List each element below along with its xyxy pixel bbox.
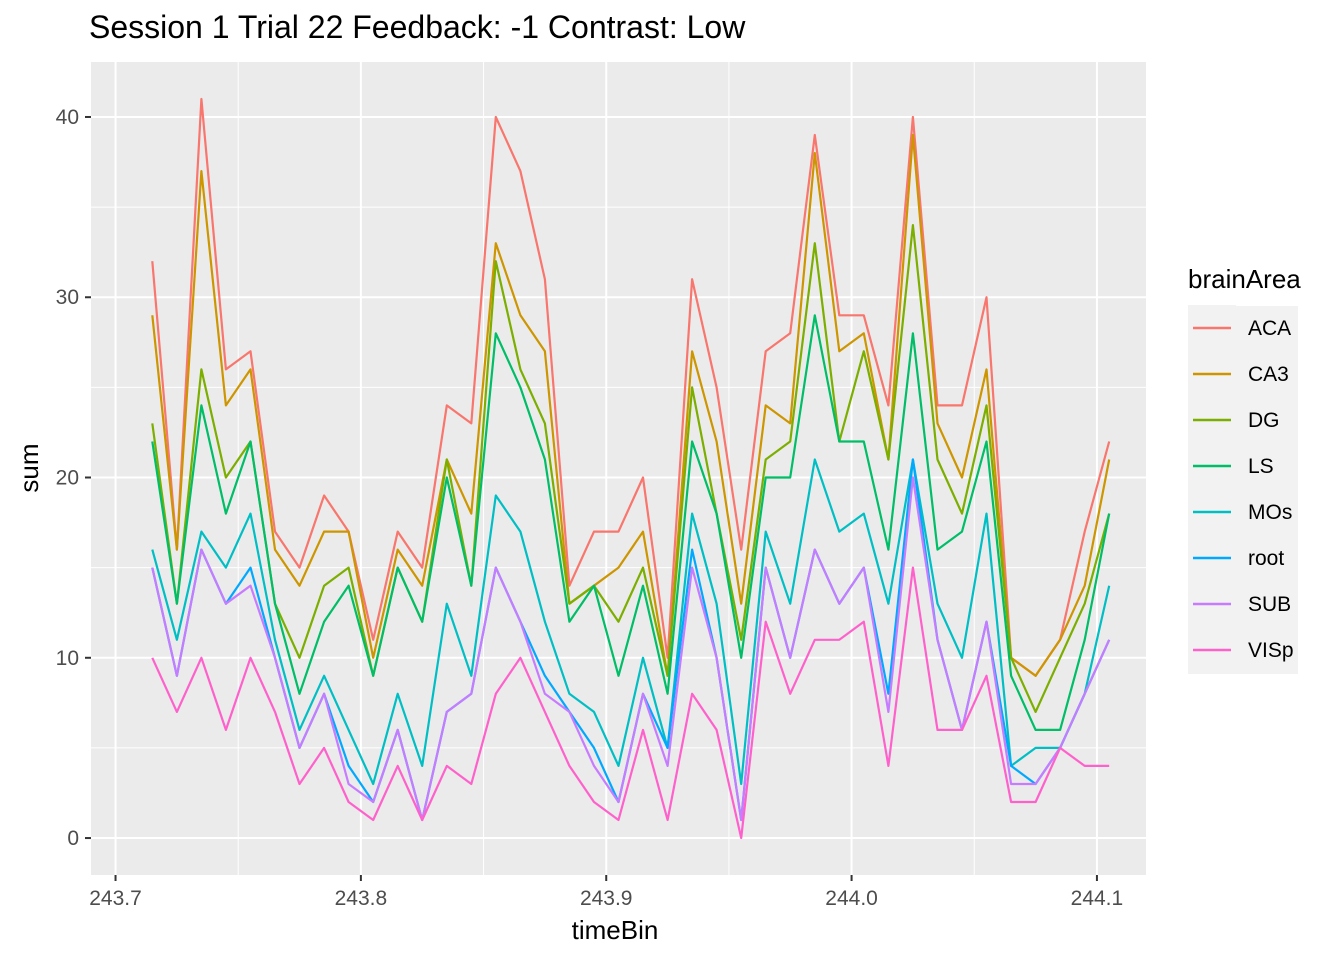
- major-gridlines: [91, 62, 1146, 875]
- plot-panel: [91, 62, 1146, 875]
- chart-title: Session 1 Trial 22 Feedback: -1 Contrast…: [89, 9, 746, 45]
- y-tick-labels: 0 10 20 30 40: [56, 106, 79, 850]
- y-tick-label: 0: [67, 827, 79, 850]
- series-line-aca: [151, 97, 1111, 677]
- series-line-ca3: [151, 133, 1111, 677]
- legend: brainArea ACA CA3 DG LS MOs root SUB VISp: [1188, 264, 1301, 674]
- legend-title: brainArea: [1188, 264, 1301, 294]
- series-line-mos: [151, 458, 1111, 786]
- x-tick-label: 244.0: [825, 887, 878, 910]
- legend-label-ca3: CA3: [1248, 363, 1289, 386]
- y-axis-title: sum: [14, 443, 44, 492]
- series-line-visp: [151, 566, 1110, 840]
- y-tick-label: 20: [56, 467, 79, 490]
- y-tick-label: 40: [56, 106, 79, 129]
- legend-label-root: root: [1248, 547, 1284, 570]
- x-tick-label: 243.7: [89, 887, 142, 910]
- axis-ticks: [85, 115, 1098, 881]
- x-tick-label: 244.1: [1071, 887, 1124, 910]
- series-line-ls: [151, 314, 1111, 732]
- x-tick-label: 243.8: [335, 887, 388, 910]
- x-tick-labels: 243.7 243.8 243.9 244.0 244.1: [89, 887, 1123, 910]
- series-line-sub: [151, 476, 1111, 822]
- x-axis-title: timeBin: [572, 915, 659, 945]
- legend-label-aca: ACA: [1248, 317, 1291, 340]
- legend-label-sub: SUB: [1248, 593, 1291, 616]
- series-line-dg: [151, 224, 1111, 714]
- y-tick-label: 30: [56, 286, 79, 309]
- y-tick-label: 10: [56, 647, 79, 670]
- series-lines: [151, 97, 1111, 840]
- legend-label-mos: MOs: [1248, 501, 1292, 524]
- legend-items: ACA CA3 DG LS MOs root SUB VISp: [1188, 305, 1298, 674]
- legend-label-ls: LS: [1248, 455, 1274, 478]
- x-tick-label: 243.9: [580, 887, 633, 910]
- legend-label-visp: VISp: [1248, 639, 1294, 662]
- legend-label-dg: DG: [1248, 409, 1280, 432]
